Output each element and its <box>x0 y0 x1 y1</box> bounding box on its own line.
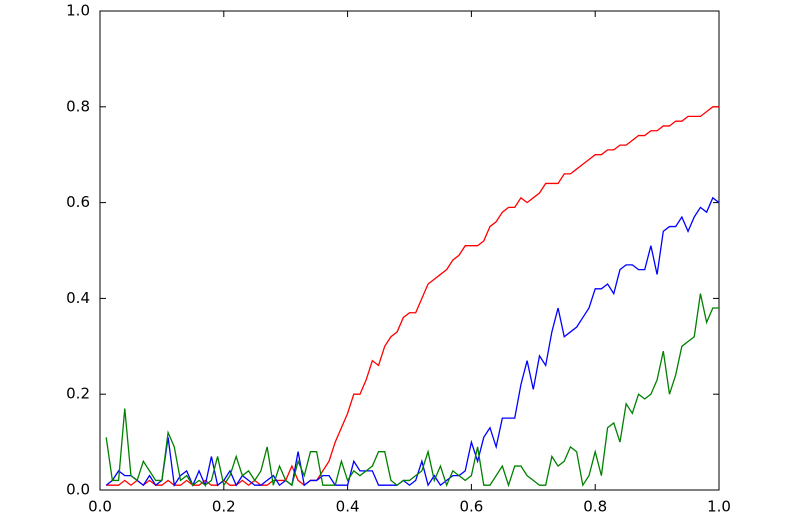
x-tick-label: 0.0 <box>88 498 112 516</box>
line-series <box>106 106 719 487</box>
y-tick-label: 0.4 <box>66 289 90 307</box>
y-tick-label: 1.0 <box>66 2 90 20</box>
line-series <box>105 196 720 488</box>
line-series <box>105 293 719 488</box>
y-tick-label: 0.6 <box>66 193 90 211</box>
x-tick-label: 1.0 <box>707 498 731 516</box>
y-tick-label: 0.8 <box>66 97 90 115</box>
x-tick-label: 0.4 <box>336 498 360 516</box>
y-tick-label: 0.2 <box>66 385 90 403</box>
y-tick-label: 0.0 <box>66 481 90 499</box>
x-tick-label: 0.2 <box>212 498 236 516</box>
x-tick-label: 0.6 <box>459 498 483 516</box>
plot-frame <box>99 10 720 491</box>
x-tick-label: 0.8 <box>583 498 607 516</box>
